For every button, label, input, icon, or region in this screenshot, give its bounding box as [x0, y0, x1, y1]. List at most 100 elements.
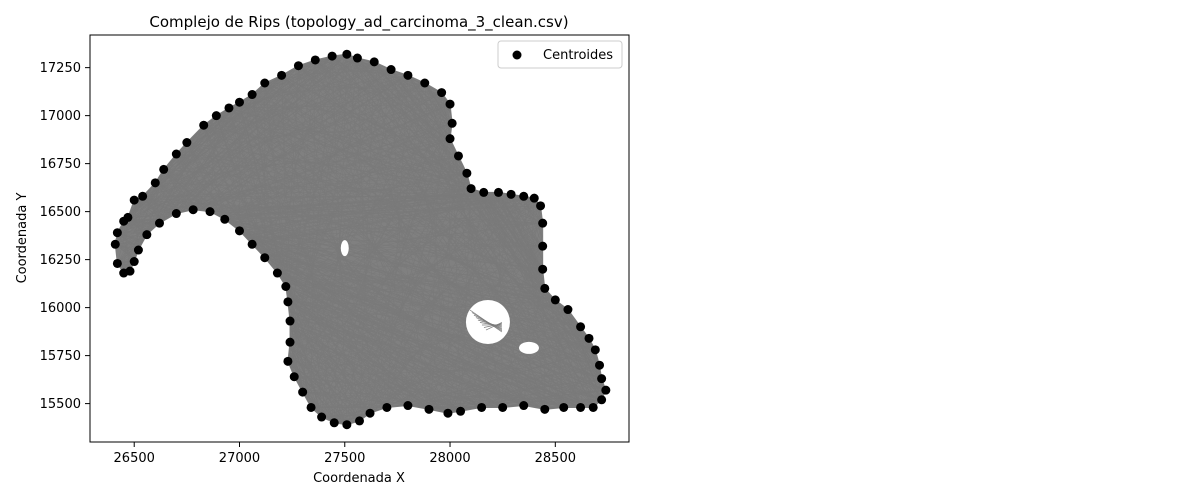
centroid-point — [540, 283, 550, 293]
centroid-point — [453, 151, 463, 161]
centroid-point — [199, 120, 209, 130]
rips-edge — [176, 213, 543, 270]
rips-edge — [209, 69, 392, 212]
rips-edge — [193, 209, 543, 247]
centroid-point — [403, 70, 413, 80]
rips-edge — [159, 59, 316, 224]
rips-edge — [117, 107, 230, 264]
rips-edge — [277, 205, 541, 274]
rips-edge — [138, 230, 240, 251]
rips-edge — [228, 107, 596, 351]
centroid-point — [188, 205, 198, 215]
rips-edge — [228, 107, 335, 423]
rips-edge — [481, 299, 556, 408]
centroid-point — [327, 51, 337, 61]
centroid-point — [247, 90, 257, 100]
rips-edge — [310, 288, 545, 408]
rips-edge — [146, 234, 253, 245]
centroid-point — [171, 209, 181, 219]
centroid-point — [386, 65, 396, 75]
rips-edge — [346, 222, 543, 425]
rips-edge — [251, 75, 409, 245]
centroid-point — [559, 402, 569, 412]
centroid-point — [447, 118, 457, 128]
y-tick-label: 15500 — [40, 397, 81, 412]
rips-edge — [287, 268, 543, 362]
rips-edge — [186, 142, 524, 406]
rips-edge — [251, 123, 453, 245]
centroid-point — [365, 408, 375, 418]
centroid-point — [182, 138, 192, 148]
y-axis-label: Coordenada Y — [15, 193, 30, 284]
centroid-point — [443, 408, 453, 418]
rips-edge — [176, 192, 484, 214]
centroid-point — [150, 178, 160, 188]
centroid-point — [110, 239, 120, 249]
rips-edge — [176, 197, 535, 214]
centroid-point — [129, 257, 139, 267]
rips-edge — [123, 272, 295, 377]
centroid-point — [601, 385, 611, 395]
legend-label-centroides: Centroides — [543, 48, 613, 63]
rips-edge — [277, 59, 316, 274]
rips-edge — [209, 211, 602, 401]
rips-edge — [285, 286, 581, 408]
centroid-point — [595, 360, 605, 370]
x-axis-label: Coordenada X — [313, 471, 405, 486]
centroid-point — [234, 97, 244, 107]
rips-edge — [209, 211, 596, 351]
rips-edge — [302, 222, 543, 393]
centroid-point — [123, 212, 133, 222]
rips-edge — [289, 341, 348, 425]
centroid-point — [112, 228, 122, 238]
rips-edge — [193, 188, 472, 211]
centroid-point — [445, 134, 455, 144]
axes-frame — [89, 34, 630, 443]
rips-edge — [176, 102, 240, 214]
rips-edge — [224, 219, 564, 408]
centroid-point — [493, 187, 503, 197]
centroid-point — [420, 78, 430, 88]
centroid-point — [247, 239, 257, 249]
rips-edge — [289, 222, 543, 322]
rips-edge — [498, 192, 535, 199]
rips-edge — [203, 125, 278, 274]
centroid-point — [456, 406, 466, 416]
rips-edge — [294, 376, 371, 414]
centroid-point — [590, 345, 600, 355]
rips-edge — [176, 153, 194, 210]
rips-edge — [287, 192, 484, 362]
rips-edge — [251, 54, 348, 245]
rips-edge — [285, 197, 535, 287]
rips-edge — [239, 230, 543, 270]
y-tick-label: 15750 — [40, 349, 81, 364]
centroid-point — [424, 404, 434, 414]
centroid-point — [538, 241, 548, 251]
centroid-point — [272, 268, 282, 278]
rips-edge — [470, 188, 546, 410]
rips-edge — [224, 61, 375, 220]
rips-edge — [407, 173, 468, 406]
rips-edge — [176, 138, 451, 214]
rips-edge — [224, 219, 590, 339]
rips-edge — [193, 75, 409, 210]
rips-edge — [294, 196, 524, 377]
centroid-point — [498, 402, 508, 412]
centroid-point — [550, 295, 560, 305]
centroid-point — [355, 416, 364, 426]
centroid-point — [540, 404, 550, 414]
x-tick-label: 27500 — [324, 451, 365, 466]
rips-edge — [134, 261, 278, 274]
rips-edge — [193, 123, 453, 210]
rips-edge — [224, 219, 545, 289]
centroid-point — [597, 374, 607, 384]
rips-edge — [193, 195, 524, 211]
rips-edge — [239, 197, 535, 232]
rips-edge — [289, 341, 482, 408]
rips-edge — [203, 125, 226, 220]
rips-edge — [289, 155, 459, 343]
rips-edge — [281, 75, 335, 423]
centroid-point — [205, 207, 215, 217]
rips-edge — [580, 326, 600, 366]
